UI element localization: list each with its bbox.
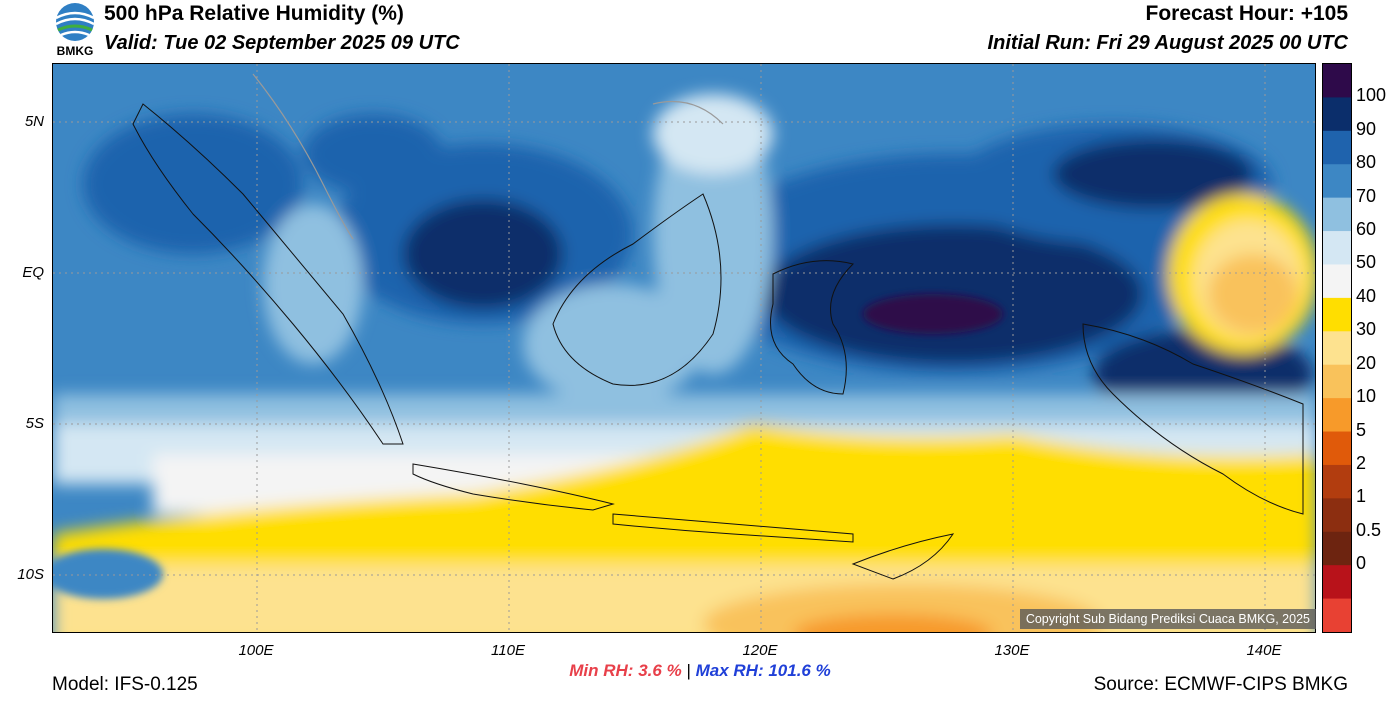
colorbar-swatch: [1323, 97, 1351, 132]
colorbar-swatch: [1323, 598, 1351, 633]
coastlines: [132, 103, 1304, 580]
copyright-note: Copyright Sub Bidang Prediksi Cuaca BMKG…: [1019, 609, 1316, 629]
colorbar-swatch: [1323, 264, 1351, 299]
colorbar-label: 70: [1356, 185, 1377, 206]
colorbar-swatch: [1323, 231, 1351, 265]
colorbar: [1322, 63, 1352, 633]
colorbar-label: 0.5: [1356, 519, 1382, 540]
colorbar-label: 100: [1356, 85, 1387, 106]
colorbar-label: 50: [1356, 252, 1377, 273]
colorbar-swatch: [1323, 498, 1351, 533]
forecast-hour: Forecast Hour: +105: [1145, 2, 1349, 25]
colorbar-label: 10: [1356, 386, 1377, 407]
initial-run: Initial Run: Fri 29 August 2025 00 UTC: [987, 32, 1348, 54]
colorbar-label: 80: [1356, 152, 1377, 173]
lon-label-120e: 120E: [742, 642, 778, 659]
colorbar-swatch: [1323, 197, 1351, 232]
lat-label-5s: 5S: [25, 415, 44, 432]
colorbar-label: 1: [1356, 486, 1367, 507]
colorbar-swatch: [1323, 565, 1351, 600]
lat-label-10s: 10S: [17, 566, 44, 583]
min-rh-label: Min RH:: [569, 661, 634, 680]
lon-label-110e: 110E: [491, 642, 525, 659]
lon-label-140e: 140E: [1246, 642, 1282, 659]
colorbar-swatch: [1323, 464, 1351, 499]
min-rh-value: 3.6 %: [638, 661, 682, 680]
colorbar-swatch: [1323, 331, 1351, 366]
colorbar-label: 90: [1356, 118, 1377, 139]
lat-label-eq: EQ: [22, 264, 44, 281]
colorbar-label: 30: [1356, 319, 1377, 340]
lat-label-5n: 5N: [24, 113, 44, 130]
valid-time: Valid: Tue 02 September 2025 09 UTC: [104, 32, 460, 54]
colorbar-swatch: [1323, 64, 1351, 98]
colorbar-label: 0: [1356, 553, 1367, 574]
colorbar-swatch: [1323, 364, 1351, 399]
colorbar-swatch: [1323, 297, 1351, 332]
lon-label-130e: 130E: [994, 642, 1030, 659]
colorbar-swatch: [1323, 164, 1351, 199]
rh-stats: Min RH: 3.6 % | Max RH: 101.6 %: [0, 661, 1400, 681]
humidity-field: [53, 64, 1315, 632]
max-rh-value: 101.6 %: [768, 661, 831, 680]
colorbar-label: 60: [1356, 219, 1377, 240]
lon-label-100e: 100E: [238, 642, 274, 659]
max-rh-label: Max RH:: [695, 661, 764, 680]
colorbar-label: 5: [1356, 419, 1367, 440]
colorbar-swatches: [1323, 64, 1351, 633]
stats-separator: |: [686, 661, 691, 680]
source-label: Source: ECMWF-CIPS BMKG: [1093, 674, 1348, 695]
colorbar-swatch: [1323, 398, 1351, 433]
colorbar-label: 20: [1356, 352, 1377, 373]
map-title: 500 hPa Relative Humidity (%): [104, 2, 404, 25]
colorbar-swatch: [1323, 431, 1351, 466]
logo-text: BMKG: [56, 44, 94, 58]
model-label: Model: IFS-0.125: [52, 674, 198, 695]
colorbar-swatch: [1323, 130, 1351, 165]
colorbar-swatch: [1323, 531, 1351, 566]
colorbar-label: 2: [1356, 452, 1367, 473]
humidity-map: [52, 63, 1316, 633]
colorbar-label: 40: [1356, 285, 1377, 306]
bmkg-logo-icon: [55, 3, 95, 41]
bmkg-logo: BMKG: [52, 2, 98, 60]
